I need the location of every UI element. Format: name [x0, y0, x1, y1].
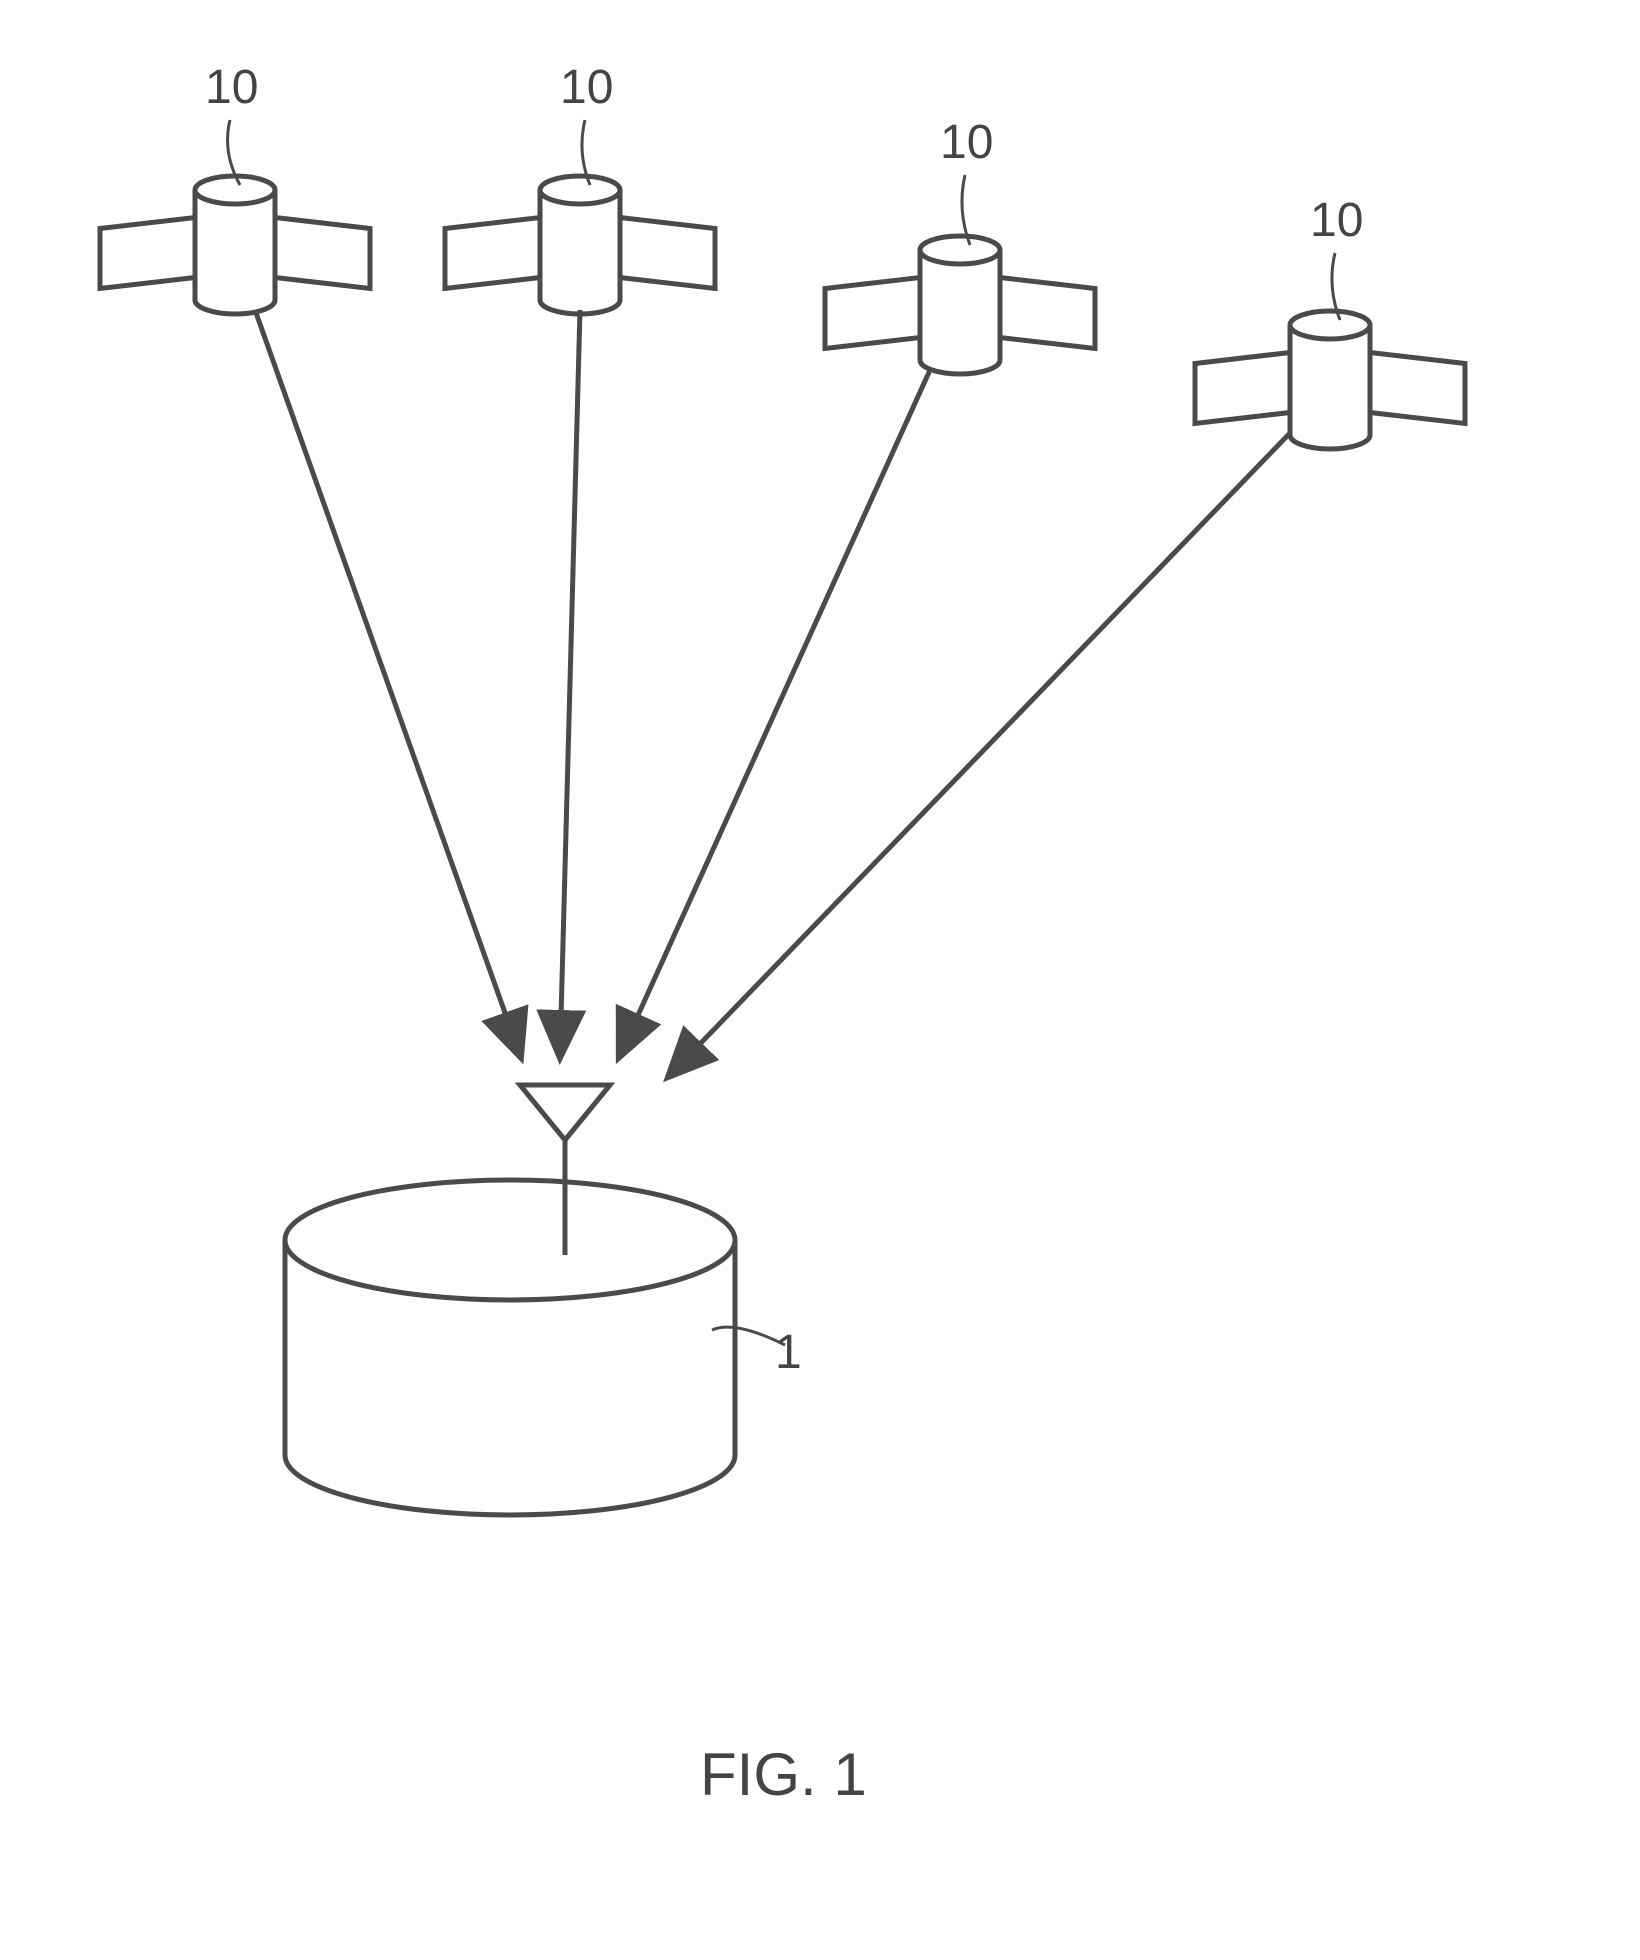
satellite-label-4: 10 [1310, 193, 1363, 248]
satellite-1 [100, 120, 520, 1055]
receiver-label: 1 [775, 1325, 802, 1380]
satellite-3 [620, 175, 1095, 1055]
satellite-label-3: 10 [940, 115, 993, 170]
satellite-label-1: 10 [205, 60, 258, 115]
satellite-2 [445, 120, 715, 1055]
receiver [285, 1085, 785, 1515]
satellite-4 [670, 253, 1465, 1075]
diagram-svg [0, 0, 1640, 1955]
figure-caption: FIG. 1 [700, 1740, 867, 1809]
figure-container: 10 10 10 10 1 FIG. 1 [0, 0, 1640, 1955]
satellite-label-2: 10 [560, 60, 613, 115]
